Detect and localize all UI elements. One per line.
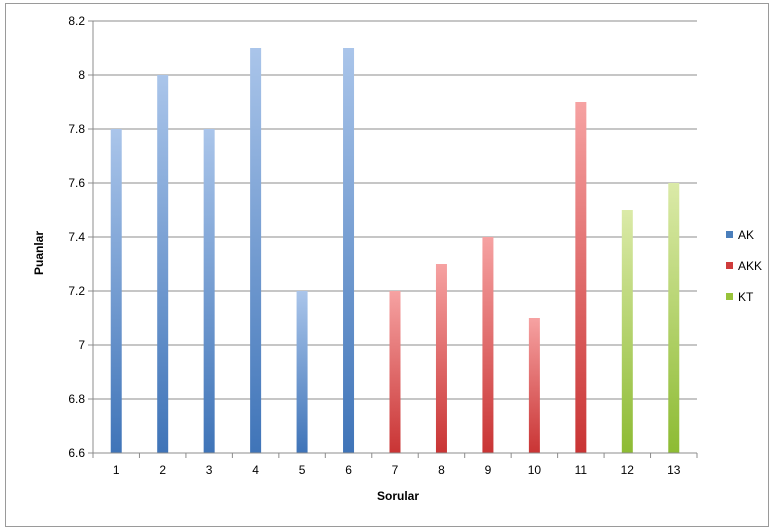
y-tick-label: 7.6 <box>68 176 85 190</box>
bar-akk-7 <box>389 291 401 453</box>
bars <box>110 48 680 453</box>
x-tick-label: 9 <box>485 463 492 477</box>
y-tick-label: 6.6 <box>68 446 85 460</box>
bar-kt-12 <box>621 210 633 453</box>
bar-ak-6 <box>343 48 355 453</box>
y-tick-label: 7.2 <box>68 284 85 298</box>
bar-kt-13 <box>668 183 680 453</box>
bar-ak-1 <box>110 129 122 453</box>
x-tick-label: 12 <box>621 463 635 477</box>
bar-ak-3 <box>203 129 215 453</box>
x-axis-title: Sorular <box>377 489 419 503</box>
bar-akk-9 <box>482 237 494 453</box>
x-tick-label: 10 <box>528 463 542 477</box>
chart-frame: 6.6 6.8 7 7.2 7.4 7.6 7.8 8 8.2 1 2 3 4 5 6 7 8 9 10 11 12 13… <box>5 3 769 527</box>
legend-swatch-ak <box>726 231 733 238</box>
x-tick-label: 5 <box>299 463 306 477</box>
y-tick-label: 6.8 <box>68 392 85 406</box>
legend-label-ak: AK <box>738 228 754 242</box>
bar-ak-4 <box>250 48 262 453</box>
y-tick-label: 8.2 <box>68 14 85 28</box>
y-tick-label: 8 <box>78 68 85 82</box>
bar-ak-2 <box>157 75 169 453</box>
legend-label-akk: AKK <box>738 259 762 273</box>
legend: AK AKK KT <box>726 228 762 304</box>
tick-labels: 6.66.877.27.47.67.888.21 2 3 4 5 6 7 8 9 10 11 12 13 <box>68 14 680 477</box>
legend-label-kt: KT <box>738 290 754 304</box>
x-tick-label: 6 <box>345 463 352 477</box>
x-tick-label: 2 <box>159 463 166 477</box>
bar-akk-8 <box>435 264 447 453</box>
x-tick-label: 11 <box>575 463 588 477</box>
y-tick-label: 7.4 <box>68 230 85 244</box>
bar-akk-10 <box>528 318 540 453</box>
x-tick-label: 7 <box>392 463 399 477</box>
x-tick-label: 13 <box>667 463 681 477</box>
axes <box>88 20 698 458</box>
x-tick-label: 3 <box>206 463 213 477</box>
x-tick-label: 4 <box>252 463 259 477</box>
y-tick-label: 7.8 <box>68 122 85 136</box>
legend-swatch-akk <box>726 262 733 269</box>
y-axis-title: Puanlar <box>32 231 46 275</box>
bar-akk-11 <box>575 102 587 453</box>
y-tick-label: 7 <box>78 338 85 352</box>
x-tick-label: 1 <box>113 463 120 477</box>
legend-swatch-kt <box>726 293 733 300</box>
x-tick-label: 8 <box>438 463 445 477</box>
bar-chart: 6.66.877.27.47.67.888.21 2 3 4 5 6 7 8 9 10 11 12 13… <box>32 14 762 503</box>
bar-ak-5 <box>296 291 308 453</box>
